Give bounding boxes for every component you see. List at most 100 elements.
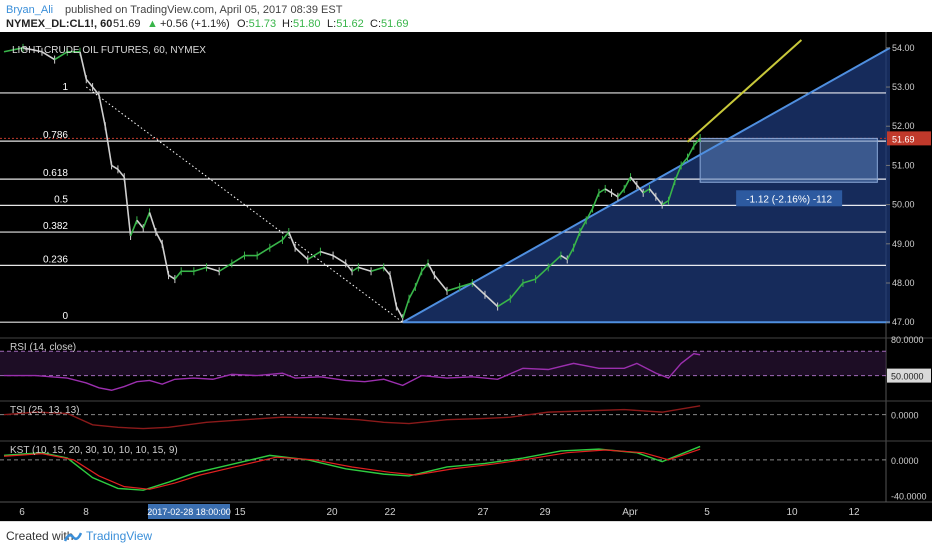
price-segment — [471, 282, 486, 296]
fib-level-label: 0.5 — [54, 194, 68, 205]
ohlc-open: O:51.73 — [237, 18, 277, 30]
price-segment — [383, 266, 391, 276]
price-segment — [54, 51, 68, 61]
price-segment — [123, 177, 132, 237]
indicator-tick-label: -40.0000 — [891, 492, 927, 502]
chart-canvas[interactable]: 1 0.786 0.618 0.5 0.382 0.236 0 -1.12 (-2.16%) … — [0, 32, 932, 521]
time-tick-label: 22 — [384, 507, 396, 518]
price-segment — [98, 94, 107, 127]
measure-label-bg — [736, 190, 843, 207]
price-tick-label: 53.00 — [892, 82, 915, 92]
price-segment — [91, 86, 100, 96]
price-segment — [693, 137, 701, 147]
price-segment — [484, 294, 499, 308]
price-segment — [256, 247, 271, 257]
author-link[interactable]: Bryan_Ali — [6, 4, 54, 16]
fib-level-label: 1 — [62, 82, 68, 93]
fib-level-label: 0.236 — [43, 254, 68, 265]
time-cursor-tag — [148, 504, 230, 519]
footer: Created with TradingView — [0, 521, 932, 551]
created-with-text: Created with — [6, 529, 74, 543]
price-segment — [218, 262, 233, 272]
change-value: +0.56 (+1.1%) — [160, 18, 230, 30]
time-cursor-label: 2017-02-28 18:00:00 — [147, 507, 231, 517]
ohlc-close: C:51.69 — [370, 18, 409, 30]
chart-title: LIGHT CRUDE OIL FUTURES, 60, NYMEX — [12, 45, 206, 56]
indicator-tick-label: 0.0000 — [891, 411, 919, 421]
price-segment — [142, 212, 151, 229]
price-segment — [370, 266, 384, 273]
rsi-value-tag — [887, 368, 931, 383]
time-tick-label: 20 — [326, 507, 338, 518]
price-segment — [288, 231, 296, 249]
price-segment — [148, 212, 157, 233]
price-segment — [686, 145, 695, 158]
price-segment — [522, 278, 536, 284]
time-tick-label: Apr — [622, 507, 638, 518]
indicator-tick-label: 80.0000 — [891, 335, 924, 345]
price-segment — [136, 219, 144, 229]
tradingview-logo-icon — [63, 530, 83, 548]
published-text: published on TradingView.com, April 05, … — [65, 4, 343, 16]
symbol-label[interactable]: NYMEX_DL:CL1!, 60 — [6, 18, 113, 30]
price-segment — [22, 47, 43, 53]
price-segment — [655, 196, 663, 206]
indicator-label: RSI (14, close) — [10, 342, 76, 353]
indicator-line — [4, 352, 701, 391]
price-segment — [193, 266, 207, 273]
ohlc-low: L:51.62 — [327, 18, 364, 30]
price-segment — [395, 306, 404, 319]
price-segment — [332, 254, 347, 265]
time-tick-label: 29 — [539, 507, 551, 518]
indicator-line — [3, 445, 701, 491]
fib-level-label: 0.786 — [43, 130, 68, 141]
rsi-band — [0, 351, 886, 376]
price-segment — [85, 78, 94, 88]
price-segment — [408, 286, 417, 300]
price-segment — [129, 219, 138, 237]
price-segment — [509, 282, 524, 300]
price-segment — [560, 254, 568, 261]
price-segment — [591, 192, 600, 209]
price-segment — [104, 126, 113, 166]
price-segment — [307, 250, 321, 261]
price-segment — [281, 231, 290, 241]
time-tick-label: 5 — [704, 507, 710, 518]
price-segment — [351, 266, 359, 272]
price-segment — [611, 192, 619, 198]
price-segment — [648, 188, 657, 198]
time-axis-panel — [0, 502, 932, 521]
price-segment — [79, 51, 88, 80]
channel-upper-line — [402, 46, 891, 324]
time-tick-label: 8 — [83, 507, 89, 518]
price-segment — [547, 254, 562, 268]
price-segment — [174, 270, 182, 280]
fib-level-label: 0.618 — [43, 168, 68, 179]
indicator-tick-label: 0.0000 — [891, 456, 919, 466]
price-segment — [680, 157, 689, 166]
price-segment — [117, 168, 125, 178]
time-tick-label: 10 — [786, 507, 798, 518]
price-segment — [535, 266, 549, 280]
price-segment — [269, 239, 283, 249]
price-segment — [168, 274, 176, 280]
price-tick-label: 51.00 — [892, 160, 915, 170]
price-segment — [674, 165, 682, 182]
fib-level-label: 0.382 — [43, 221, 68, 232]
price-segment — [446, 286, 460, 292]
price-segment — [585, 208, 594, 221]
price-segment — [433, 274, 448, 292]
price-tick-label: 54.00 — [892, 43, 915, 53]
tradingview-brand[interactable]: TradingView — [86, 529, 153, 543]
price-segment — [294, 247, 309, 261]
price-segment — [572, 231, 581, 249]
price-segment — [667, 180, 676, 201]
price-segment — [161, 243, 170, 276]
fib-anchor-diagonal — [85, 86, 403, 323]
price-tick-label: 50.00 — [892, 200, 915, 210]
change-up-icon: ▲ — [147, 18, 158, 30]
price-segment — [497, 298, 511, 308]
time-tick-label: 15 — [234, 507, 246, 518]
time-tick-label: 6 — [19, 507, 25, 518]
price-segment — [566, 247, 575, 260]
